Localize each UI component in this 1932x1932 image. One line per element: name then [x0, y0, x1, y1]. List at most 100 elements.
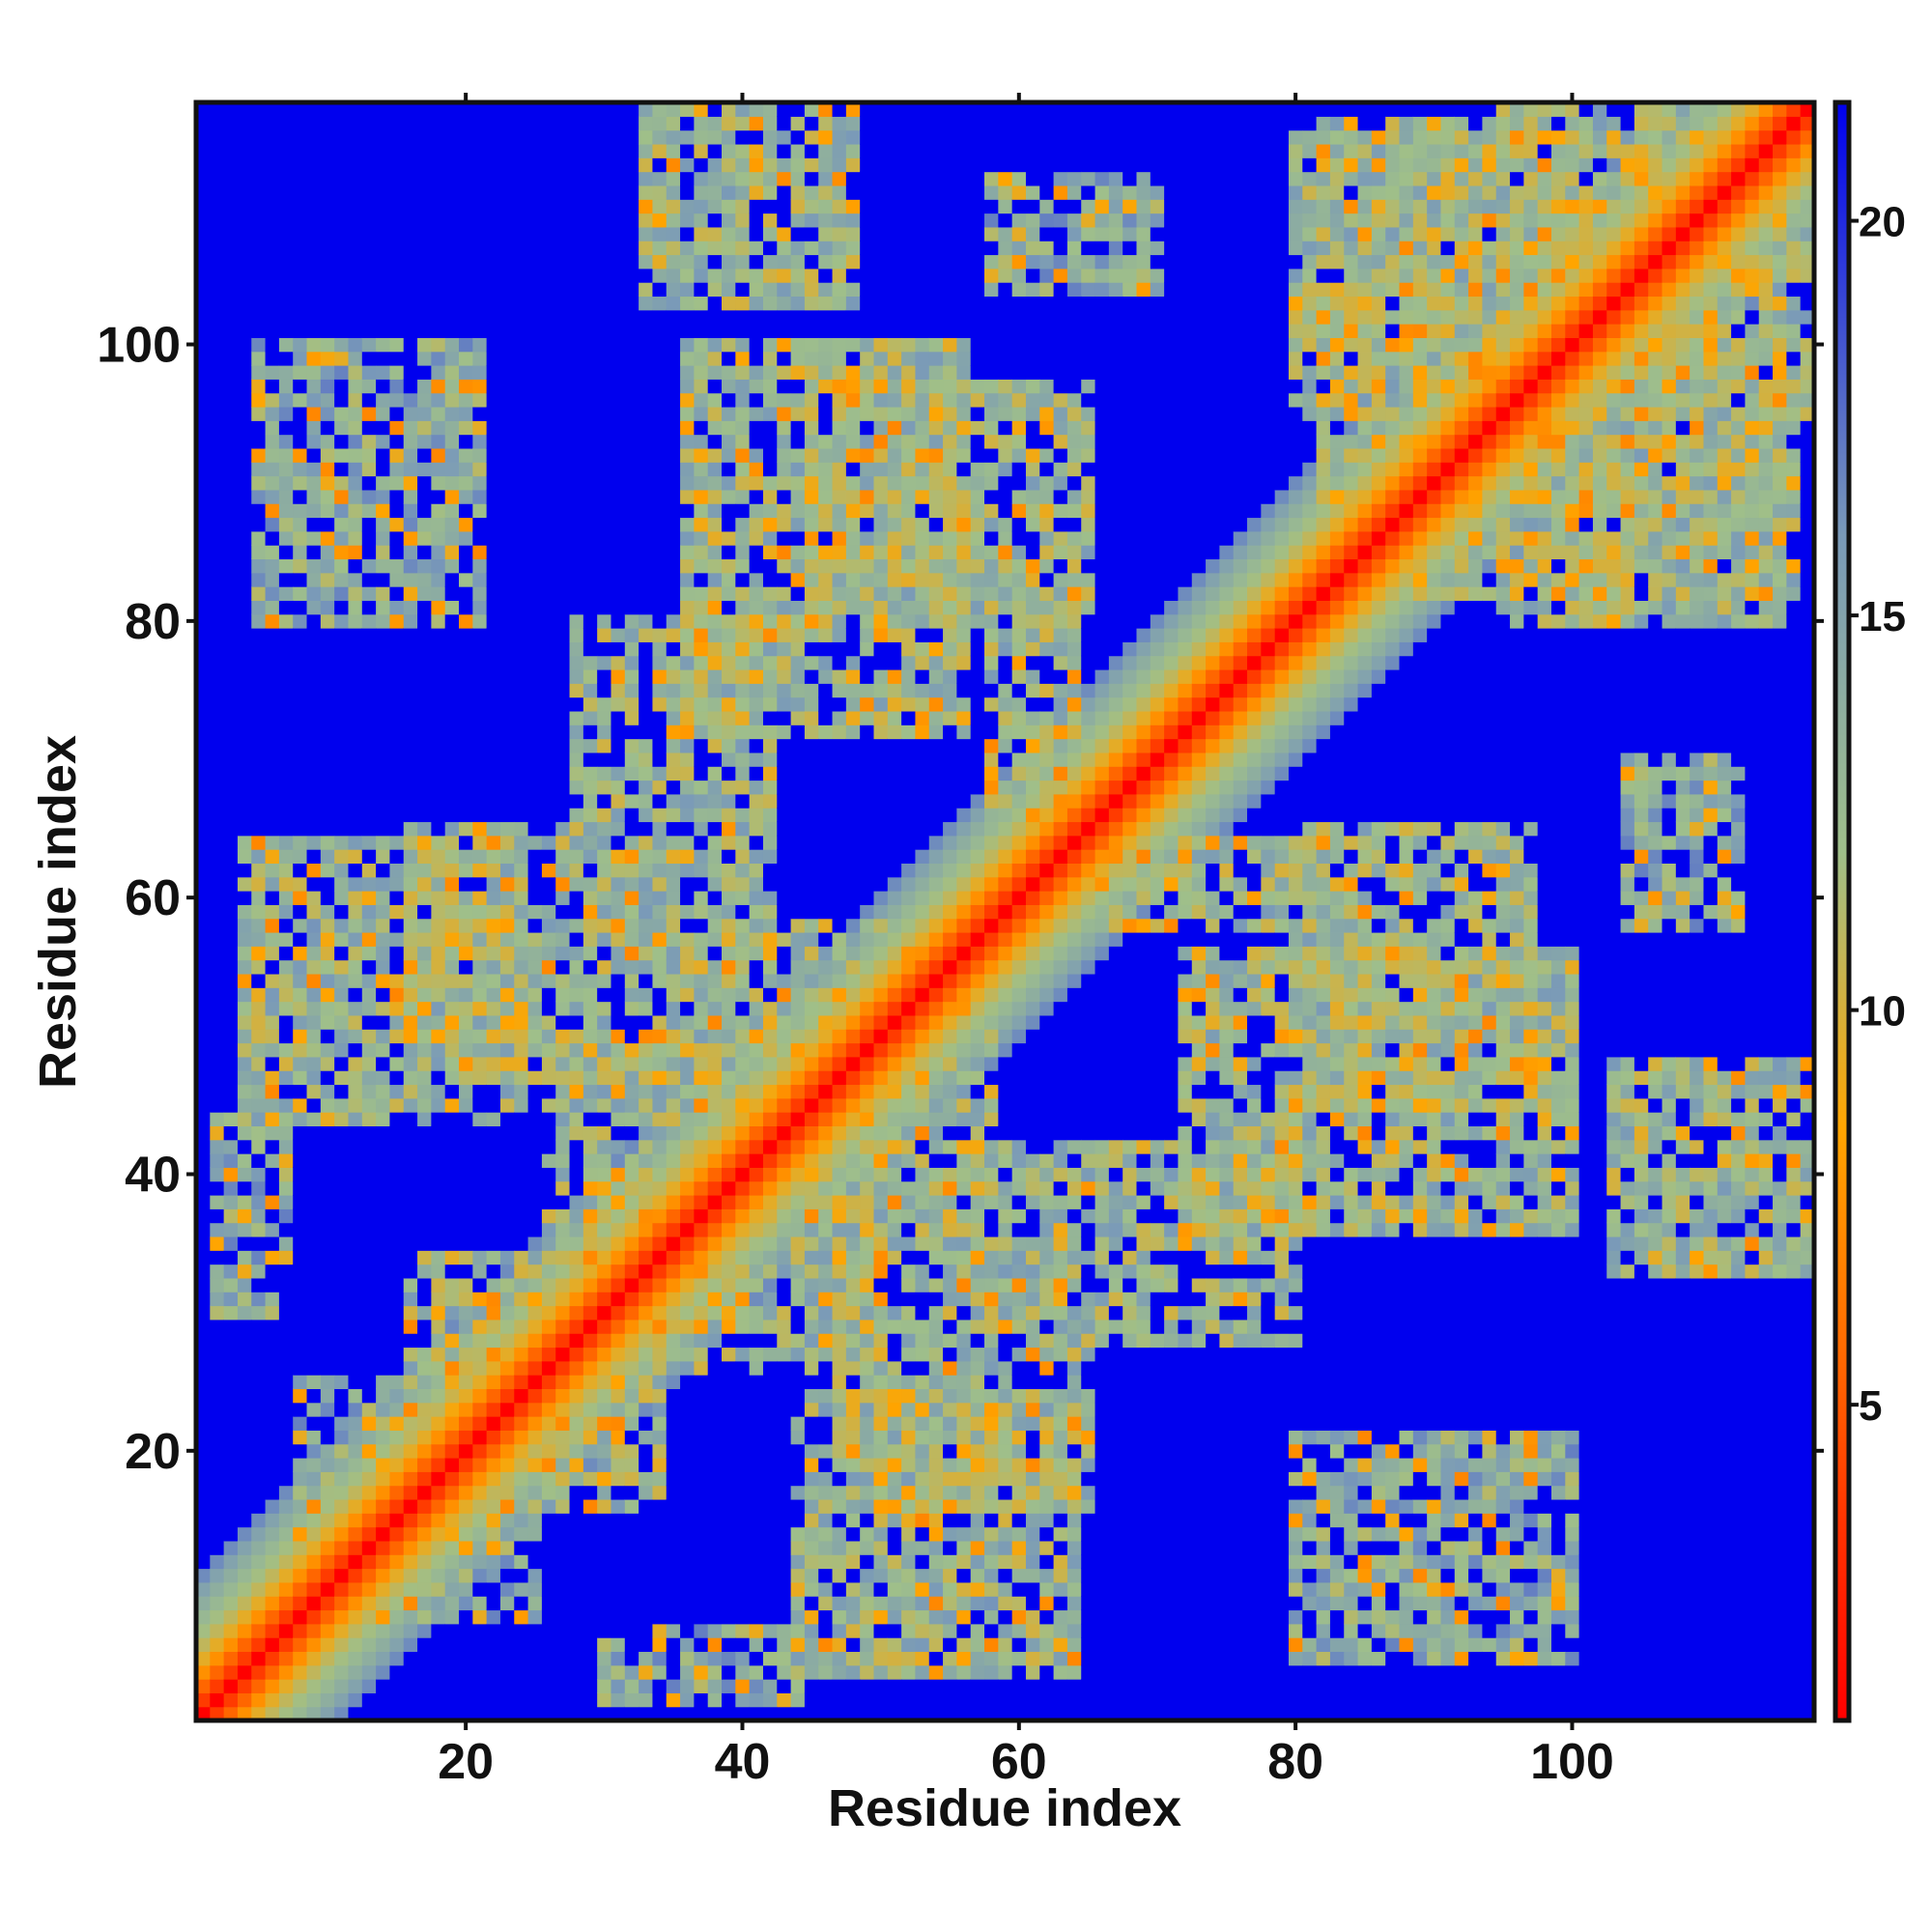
- heatmap-cell: [376, 116, 391, 131]
- heatmap-cell: [444, 931, 460, 947]
- heatmap-cell: [334, 1153, 350, 1168]
- heatmap-cell: [652, 931, 668, 947]
- heatmap-cell: [348, 1180, 363, 1196]
- heatmap-cell: [472, 447, 488, 463]
- heatmap-cell: [472, 683, 488, 698]
- heatmap-cell: [639, 696, 654, 712]
- heatmap-cell: [251, 1402, 267, 1417]
- heatmap-cell: [611, 600, 626, 615]
- heatmap-cell: [306, 613, 322, 629]
- heatmap-cell: [666, 931, 681, 947]
- heatmap-cell: [527, 780, 543, 795]
- heatmap-cell: [334, 503, 350, 519]
- heatmap-cell: [652, 1222, 668, 1237]
- heatmap-cell: [389, 1001, 405, 1016]
- heatmap-cell: [624, 1014, 639, 1030]
- heatmap-cell: [666, 752, 681, 767]
- heatmap-cell: [320, 503, 335, 519]
- heatmap-cell: [361, 1042, 377, 1058]
- heatmap-cell: [444, 530, 460, 546]
- heatmap-cell: [278, 268, 294, 283]
- heatmap-cell: [694, 324, 709, 338]
- heatmap-cell: [196, 724, 211, 740]
- heatmap-cell: [196, 946, 211, 961]
- heatmap-cell: [417, 1360, 432, 1376]
- heatmap-cell: [735, 724, 751, 740]
- heatmap-cell: [582, 1084, 598, 1099]
- heatmap-cell: [569, 1554, 584, 1570]
- heatmap-cell: [762, 1457, 778, 1472]
- heatmap-cell: [334, 1513, 350, 1528]
- heatmap-cell: [293, 821, 308, 837]
- heatmap-cell: [722, 199, 736, 214]
- heatmap-cell: [196, 462, 211, 477]
- heatmap-cell: [680, 1250, 695, 1265]
- heatmap-cell: [624, 420, 639, 436]
- heatmap-cell: [639, 1388, 654, 1404]
- heatmap-cell: [749, 1236, 764, 1251]
- heatmap-cell: [652, 904, 668, 920]
- heatmap-cell: [680, 116, 695, 131]
- heatmap-cell: [237, 1264, 252, 1279]
- heatmap-cell: [293, 863, 308, 878]
- heatmap-cell: [569, 1305, 584, 1321]
- heatmap-cell: [707, 199, 723, 214]
- heatmap-cell: [376, 129, 391, 145]
- heatmap-cell: [389, 1706, 405, 1721]
- heatmap-cell: [251, 309, 267, 325]
- heatmap-cell: [597, 1250, 612, 1265]
- heatmap-cell: [597, 462, 612, 477]
- heatmap-cell: [348, 282, 363, 298]
- heatmap-cell: [306, 226, 322, 242]
- heatmap-cell: [334, 1056, 350, 1071]
- heatmap-cell: [403, 1360, 418, 1376]
- heatmap-cell: [361, 143, 377, 158]
- heatmap-cell: [237, 904, 252, 920]
- heatmap-cell: [569, 1250, 584, 1265]
- heatmap-cell: [541, 1305, 556, 1321]
- heatmap-cell: [348, 1402, 363, 1417]
- heatmap-cell: [569, 1277, 584, 1293]
- heatmap-cell: [694, 1167, 709, 1182]
- heatmap-cell: [749, 1333, 764, 1349]
- heatmap-cell: [597, 351, 612, 366]
- heatmap-cell: [210, 1706, 225, 1721]
- heatmap-cell: [293, 1540, 308, 1555]
- heatmap-cell: [694, 1097, 709, 1113]
- heatmap-cell: [376, 365, 391, 380]
- heatmap-cell: [680, 129, 695, 145]
- heatmap-cell: [611, 1664, 626, 1680]
- heatmap-cell: [499, 1292, 515, 1307]
- heatmap-cell: [486, 558, 501, 574]
- heatmap-cell: [196, 1014, 211, 1030]
- heatmap-cell: [527, 738, 543, 753]
- heatmap-cell: [597, 1498, 612, 1514]
- heatmap-cell: [361, 1029, 377, 1044]
- heatmap-cell: [555, 668, 571, 684]
- heatmap-cell: [278, 1651, 294, 1666]
- heatmap-cell: [334, 752, 350, 767]
- heatmap-cell: [514, 1609, 529, 1625]
- heatmap-cell: [722, 1402, 736, 1417]
- heatmap-cell: [306, 1540, 322, 1555]
- heatmap-cell: [361, 116, 377, 131]
- heatmap-cell: [320, 434, 335, 449]
- heatmap-cell: [514, 406, 529, 421]
- heatmap-cell: [389, 254, 405, 270]
- heatmap-cell: [459, 1540, 473, 1555]
- heatmap-cell: [624, 876, 639, 892]
- heatmap-cell: [652, 876, 668, 892]
- heatmap-cell: [320, 1679, 335, 1693]
- heatmap-cell: [722, 683, 736, 698]
- heatmap-cell: [334, 628, 350, 642]
- heatmap-cell: [237, 420, 252, 436]
- heatmap-cell: [597, 710, 612, 725]
- heatmap-cell: [265, 503, 280, 519]
- heatmap-cell: [472, 724, 488, 740]
- heatmap-cell: [735, 891, 751, 905]
- heatmap-cell: [499, 1014, 515, 1030]
- heatmap-cell: [582, 600, 598, 615]
- heatmap-cell: [777, 558, 792, 574]
- heatmap-cell: [499, 1001, 515, 1016]
- heatmap-cell: [389, 1333, 405, 1349]
